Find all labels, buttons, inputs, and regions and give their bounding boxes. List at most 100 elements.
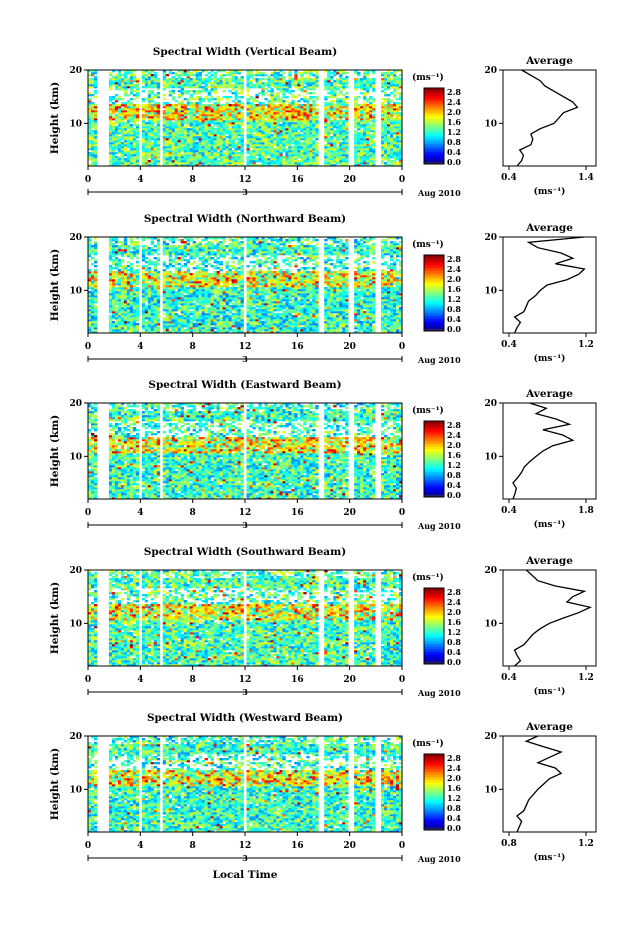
- heatmap-cell: [157, 82, 160, 84]
- heatmap-cell: [208, 146, 211, 148]
- heatmap-cell: [127, 317, 130, 319]
- heatmap-cell: [184, 249, 187, 251]
- heatmap-cell: [88, 297, 91, 299]
- heatmap-cell: [270, 144, 273, 146]
- heatmap-cell: [172, 126, 175, 128]
- heatmap-cell: [187, 319, 190, 321]
- heatmap-cell: [109, 327, 112, 329]
- heatmap-cell: [181, 245, 184, 247]
- heatmap-cell: [157, 257, 160, 259]
- heatmap-cell: [115, 148, 118, 150]
- heatmap-cell: [121, 118, 124, 120]
- heatmap-cell: [285, 96, 288, 98]
- heatmap-cell: [381, 110, 384, 112]
- heatmap-cell: [229, 150, 232, 152]
- heatmap-cell: [220, 136, 223, 138]
- heatmap-cell: [121, 281, 124, 283]
- heatmap-cell: [169, 263, 172, 265]
- heatmap-cell: [235, 136, 238, 138]
- heatmap-cell: [324, 96, 327, 98]
- heatmap-cell: [312, 78, 315, 80]
- heatmap-cell: [229, 154, 232, 156]
- heatmap-cell: [196, 98, 199, 100]
- heatmap-cell: [193, 162, 196, 164]
- heatmap-cell: [393, 160, 396, 162]
- heatmap-cell: [127, 273, 130, 275]
- heatmap-cell: [121, 311, 124, 313]
- heatmap-cell: [381, 154, 384, 156]
- heatmap-cell: [339, 102, 342, 104]
- heatmap-cell: [181, 325, 184, 327]
- heatmap-cell: [193, 114, 196, 116]
- heatmap-cell: [249, 84, 252, 86]
- heatmap-cell: [190, 150, 193, 152]
- heatmap-cell: [366, 98, 369, 100]
- heatmap-cell: [163, 72, 166, 74]
- heatmap-cell: [366, 92, 369, 94]
- heatmap-cell: [154, 94, 157, 96]
- heatmap-cell: [136, 146, 139, 148]
- heatmap-cell: [88, 241, 91, 243]
- heatmap-cell: [249, 112, 252, 114]
- heatmap-cell: [154, 309, 157, 311]
- heatmap-cell: [291, 162, 294, 164]
- heatmap-cell: [121, 277, 124, 279]
- heatmap-cell: [336, 80, 339, 82]
- heatmap-cell: [294, 156, 297, 158]
- heatmap-cell: [127, 293, 130, 295]
- heatmap-cell: [393, 152, 396, 154]
- heatmap-cell: [205, 148, 208, 150]
- heatmap-cell: [166, 301, 169, 303]
- heatmap-cell: [142, 130, 145, 132]
- heatmap-cell: [151, 251, 154, 253]
- heatmap-cell: [291, 106, 294, 108]
- heatmap-cell: [366, 114, 369, 116]
- heatmap-cell: [145, 281, 148, 283]
- heatmap-cell: [264, 126, 267, 128]
- heatmap-cell: [133, 90, 136, 92]
- heatmap-cell: [241, 78, 244, 80]
- heatmap-cell: [387, 84, 390, 86]
- heatmap-cell: [181, 327, 184, 329]
- heatmap-cell: [109, 74, 112, 76]
- heatmap-cell: [181, 80, 184, 82]
- heatmap-cell: [151, 329, 154, 331]
- heatmap-cell: [172, 247, 175, 249]
- heatmap-cell: [91, 144, 94, 146]
- heatmap-cell: [294, 72, 297, 74]
- heatmap-cell: [235, 130, 238, 132]
- heatmap-cell: [91, 84, 94, 86]
- heatmap-cell: [369, 80, 372, 82]
- heatmap-cell: [130, 118, 133, 120]
- heatmap-cell: [297, 100, 300, 102]
- heatmap-cell: [118, 150, 121, 152]
- heatmap-cell: [184, 78, 187, 80]
- heatmap-cell: [169, 138, 172, 140]
- heatmap-cell: [381, 102, 384, 104]
- heatmap-cell: [193, 136, 196, 138]
- heatmap-cell: [91, 249, 94, 251]
- heatmap-cell: [127, 265, 130, 267]
- heatmap-cell: [196, 160, 199, 162]
- heatmap-cell: [330, 124, 333, 126]
- heatmap-cell: [136, 323, 139, 325]
- heatmap-cell: [148, 140, 151, 142]
- heatmap-cell: [217, 124, 220, 126]
- heatmap-cell: [324, 86, 327, 88]
- heatmap-cell: [190, 78, 193, 80]
- heatmap-cell: [145, 245, 148, 247]
- heatmap-cell: [118, 108, 121, 110]
- heatmap-cell: [142, 76, 145, 78]
- heatmap-cell: [342, 128, 345, 130]
- heatmap-cell: [130, 251, 133, 253]
- heatmap-cell: [396, 82, 399, 84]
- heatmap-cell: [229, 160, 232, 162]
- heatmap-cell: [154, 148, 157, 150]
- heatmap-cell: [142, 124, 145, 126]
- heatmap-cell: [130, 152, 133, 154]
- heatmap-cell: [208, 152, 211, 154]
- heatmap-cell: [148, 315, 151, 317]
- heatmap-cell: [303, 160, 306, 162]
- heatmap-cell: [190, 146, 193, 148]
- heatmap-cell: [130, 120, 133, 122]
